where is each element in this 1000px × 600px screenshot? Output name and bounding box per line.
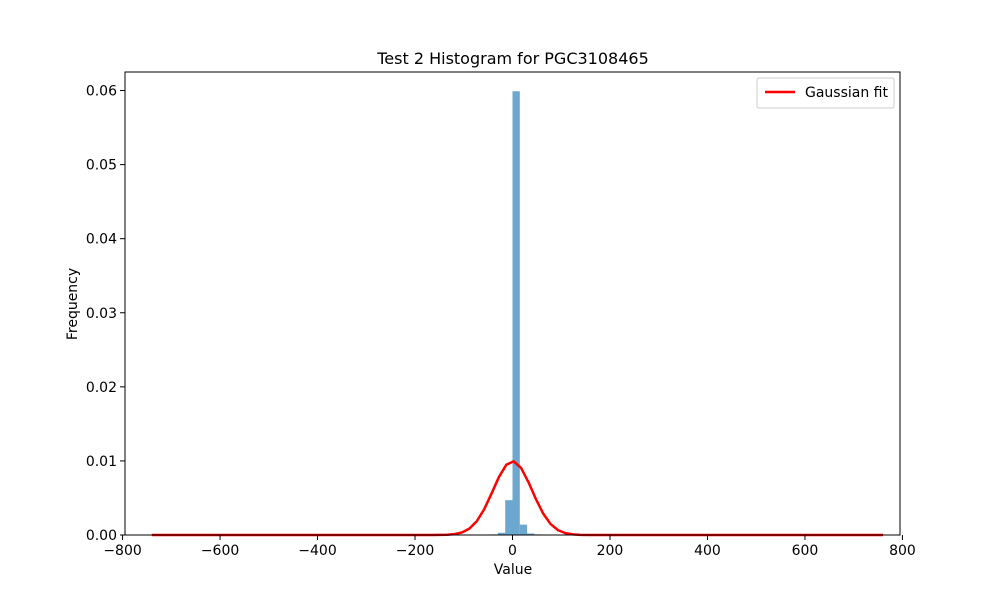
- x-tick-label: −400: [298, 543, 336, 559]
- x-tick-label: 400: [694, 543, 721, 559]
- y-tick-label: 0.06: [86, 84, 117, 100]
- histogram-bar: [512, 91, 520, 535]
- x-axis-label: Value: [494, 562, 532, 578]
- y-axis-label: Frequency: [65, 268, 81, 340]
- chart-title: Test 2 Histogram for PGC3108465: [376, 49, 649, 68]
- histogram-bar: [497, 532, 506, 535]
- histogram-bar: [519, 524, 528, 535]
- y-tick-label: 0.04: [86, 232, 117, 248]
- y-tick-label: 0.01: [86, 454, 117, 470]
- plot-area: [151, 91, 883, 537]
- histogram-bar: [505, 500, 513, 535]
- y-tick-label: 0.05: [86, 158, 117, 174]
- x-tick-label: −600: [201, 543, 239, 559]
- y-tick-label: 0.00: [86, 528, 117, 544]
- y-tick-label: 0.03: [86, 306, 117, 322]
- x-tick-label: 600: [792, 543, 819, 559]
- x-tick-label: −200: [396, 543, 434, 559]
- x-tick-label: −800: [103, 543, 141, 559]
- legend: Gaussian fit: [756, 77, 895, 109]
- legend-label-gaussian-fit: Gaussian fit: [805, 85, 888, 101]
- y-tick-label: 0.02: [86, 380, 117, 396]
- legend-box: [756, 77, 895, 109]
- axes: −800 −600 −400 −200 0 200 400 600 800 0.00 0.01 0.0…: [86, 71, 916, 559]
- histogram-bar: [527, 533, 535, 535]
- x-tick-label: 800: [889, 543, 916, 559]
- x-tick-label: 200: [597, 543, 624, 559]
- x-tick-label: 0: [508, 543, 517, 559]
